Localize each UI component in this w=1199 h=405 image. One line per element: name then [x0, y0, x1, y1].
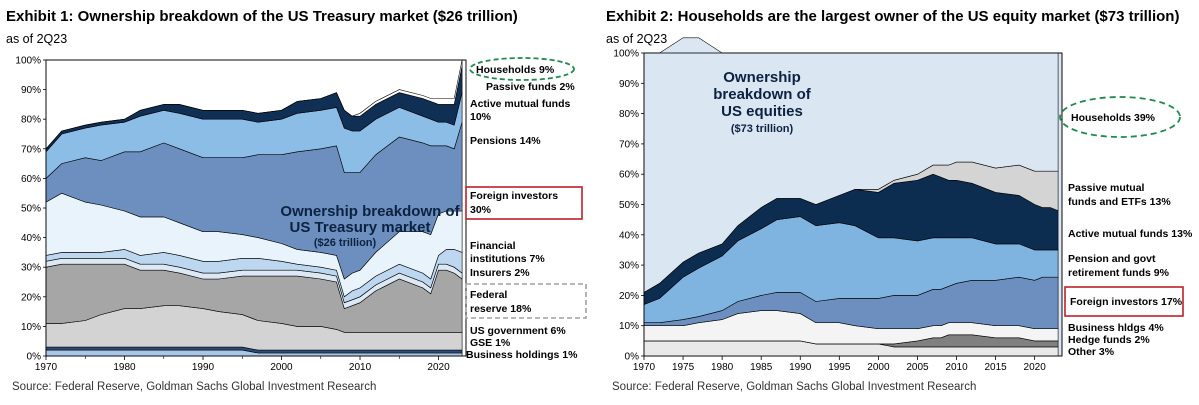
exhibit-1: Exhibit 1: Ownership breakdown of the US…: [0, 0, 595, 405]
label-foreign-investors-2: Foreign investors 17%: [1070, 296, 1183, 308]
label-passive-mutual: Passive mutual: [1068, 182, 1145, 194]
foreign-investors-highlight-box-2: [1064, 286, 1184, 317]
ex2-x-tick-label: 1995: [828, 362, 851, 373]
area-layers-1: [45, 59, 463, 357]
label-hedge-funds: Hedge funds 2%: [1068, 334, 1150, 346]
label-pension-and-govt: Pension and govt: [1068, 253, 1156, 265]
ex2-x-tick-label: 1990: [789, 362, 812, 373]
inner-title-1-line1: Ownership breakdown of: [280, 203, 460, 220]
ex1-y-tick-label: 60%: [21, 174, 41, 185]
federal-reserve-highlight-box: [465, 283, 587, 319]
ex2-y-tick-label: 80%: [619, 109, 639, 120]
ex2-x-tick-label: 2000: [867, 362, 890, 373]
exhibit-2-chart: 0% 10% 20% 30% 40% 50% 60% 70% 80% 90% 100% 1970 197…: [613, 37, 1193, 373]
inner-title-2-line3: US equities: [721, 103, 803, 120]
label-other: Other 3%: [1068, 346, 1115, 358]
ex2-y-tick-label: 20%: [619, 291, 639, 302]
foreign-investors-highlight-box: [465, 186, 583, 220]
label-foreign-investors: Foreign investors: [470, 190, 558, 202]
inner-title-2-line4: ($73 trillion): [731, 123, 794, 135]
inner-title-1-line3: ($26 trillion): [314, 237, 377, 249]
ex1-y-tick-label: 70%: [21, 144, 41, 155]
ex2-y-tick-label: 0%: [625, 352, 640, 363]
ex2-x-tick-label: 2010: [945, 362, 968, 373]
ex2-x-tick-label: 1985: [750, 362, 773, 373]
ex2-y-tick-label: 70%: [619, 139, 639, 150]
ex1-area-households-9: [45, 59, 463, 149]
exhibit-1-source: Source: Federal Reserve, Goldman Sachs G…: [12, 381, 377, 393]
ex2-y-tick-label: 100%: [613, 49, 639, 60]
households-highlight-oval: [469, 57, 575, 81]
ex2-y-tick-label: 50%: [619, 200, 639, 211]
exhibit-2-subtitle: as of 2Q23: [606, 32, 668, 46]
inner-title-2-line2: breakdown of: [713, 86, 812, 103]
axes-2: 0% 10% 20% 30% 40% 50% 60% 70% 80% 90% 100% 1970 197…: [613, 49, 1063, 373]
label-federal-reserve: reserve 18%: [470, 303, 532, 315]
label-retirement-funds: retirement funds 9%: [1068, 267, 1170, 279]
ex2-x-tick-label: 2005: [906, 362, 929, 373]
label-households-2: Households 39%: [1071, 112, 1156, 124]
exhibit-2-source: Source: Federal Reserve, Goldman Sachs G…: [612, 381, 977, 393]
ex1-x-tick-label: 1970: [35, 362, 58, 373]
label-business-holdings: Business holdings 1%: [466, 349, 578, 361]
ex2-plot-frame: [643, 52, 1063, 357]
ex1-y-tick-label: 30%: [21, 263, 41, 274]
label-active-mutual-funds: Active mutual funds: [470, 98, 571, 110]
exhibit-1-chart: 0% 10% 20% 30% 40% 50% 60% 70% 80% 90% 100% 1970 198…: [15, 56, 587, 373]
label-pensions: Pensions 14%: [470, 135, 541, 147]
ex1-x-tick-label: 2000: [270, 362, 293, 373]
axes-1: 0% 10% 20% 30% 40% 50% 60% 70% 80% 90% 100% 1970 198…: [15, 56, 467, 373]
ex1-x-tick-label: 1990: [192, 362, 215, 373]
ex1-y-tick-label: 90%: [21, 85, 41, 96]
ex1-y-tick-label: 50%: [21, 204, 41, 215]
label-gse: GSE 1%: [470, 337, 511, 349]
label-us-government: US government 6%: [470, 325, 566, 337]
ex1-y-tick-label: 20%: [21, 292, 41, 303]
inner-title-1-line2: US Treasury market: [290, 219, 431, 236]
area-layers-2: [643, 37, 1059, 357]
exhibit-2: Exhibit 2: Households are the largest ow…: [600, 0, 1199, 405]
ex1-x-tick-label: 2010: [349, 362, 372, 373]
ex2-y-tick-label: 10%: [619, 321, 639, 332]
ex2-x-tick-label: 1975: [672, 362, 695, 373]
exhibit-2-title: Exhibit 2: Households are the largest ow…: [606, 8, 1180, 25]
ex1-y-tick-label: 100%: [15, 56, 41, 67]
label-passive-funds: Passive funds 2%: [486, 81, 575, 93]
label-households: Households 9%: [476, 64, 555, 76]
label-financial: Financial: [470, 240, 516, 252]
ex1-y-tick-label: 10%: [21, 322, 41, 333]
ex2-x-tick-label: 2020: [1024, 362, 1047, 373]
label-financial-institutions: institutions 7%: [470, 253, 545, 265]
label-insurers: Insurers 2%: [470, 267, 530, 279]
ex1-y-tick-label: 40%: [21, 233, 41, 244]
ex2-y-tick-label: 60%: [619, 170, 639, 181]
label-business-hldgs: Business hldgs 4%: [1068, 322, 1164, 334]
households-highlight-oval-2: [1059, 96, 1181, 138]
ex2-y-tick-label: 40%: [619, 230, 639, 241]
label-active-mutual-funds-2: Active mutual funds 13%: [1068, 228, 1193, 240]
label-foreign-investors-pct: 30%: [470, 204, 492, 216]
ex1-x-tick-label: 1980: [113, 362, 136, 373]
label-active-mutual-funds-pct: 10%: [470, 111, 492, 123]
label-federal: Federal: [470, 289, 507, 301]
ex1-y-tick-label: 80%: [21, 115, 41, 126]
ex2-x-tick-label: 1980: [711, 362, 734, 373]
ex1-x-tick-label: 2020: [427, 362, 450, 373]
ex2-x-tick-label: 2015: [984, 362, 1007, 373]
ex2-x-tick-label: 1970: [633, 362, 656, 373]
label-funds-and-etfs: funds and ETFs 13%: [1068, 196, 1171, 208]
exhibit-1-subtitle: as of 2Q23: [6, 32, 68, 46]
ex2-y-tick-label: 30%: [619, 261, 639, 272]
ex1-y-tick-label: 0%: [27, 352, 42, 363]
ex2-y-tick-label: 90%: [619, 79, 639, 90]
inner-title-2-line1: Ownership: [723, 69, 801, 86]
exhibit-1-title: Exhibit 1: Ownership breakdown of the US…: [6, 8, 518, 25]
